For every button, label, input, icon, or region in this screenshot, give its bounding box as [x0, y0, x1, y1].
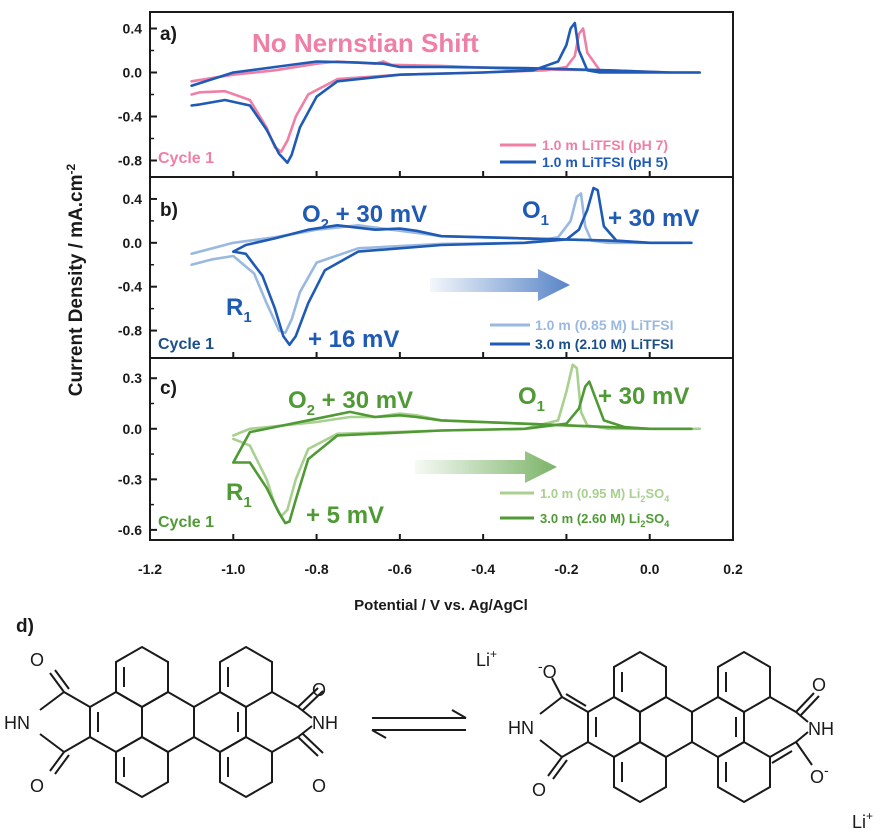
peak-r1-shift-c: + 5 mV	[306, 502, 384, 529]
panel-d: d)	[4, 616, 873, 832]
legend-label-ph5: 1.0 m LiTFSI (pH 5)	[542, 154, 668, 170]
y-tick-label-c: 0.0	[123, 421, 143, 437]
legend-label-highconc-c: 3.0 m (2.60 M) Li2SO4	[540, 511, 669, 529]
peak-r1-label-c: R1	[226, 479, 252, 511]
cv-curve-a-1-0-m-litfsi-ph-7	[190, 27, 702, 153]
y-tick-label-c: -0.3	[118, 471, 142, 487]
ptcdi-o-top-right: O	[312, 680, 326, 700]
reduced-hn: HN	[508, 718, 534, 738]
x-tick-label: -1.0	[221, 561, 245, 577]
peak-o1-shift-c: + 30 mV	[598, 383, 689, 410]
ptcdi-molecule	[39, 645, 324, 799]
y-tick-label-b: 0.4	[123, 191, 143, 207]
li-ion-bottom: Li+	[852, 809, 873, 832]
panel-d-letter: d)	[16, 616, 34, 637]
x-tick-label: -0.4	[471, 561, 495, 577]
y-tick-label-c: 0.3	[123, 370, 143, 386]
y-tick-label-b: 0.0	[123, 235, 143, 251]
chart-layer: 0.4 0.0 -0.4 -0.8 0.4 0.0 -0.4 -0.8 0.3 0.0 -0.3 -0…	[118, 21, 743, 578]
reduced-o-top-right: O	[812, 675, 826, 695]
peak-o1-shift-b: + 30 mV	[608, 205, 699, 232]
x-tick-label: -1.2	[138, 561, 162, 577]
x-tick-label: -0.6	[388, 561, 412, 577]
cv-curve-a-1-0-m-litfsi-ph-5	[190, 21, 702, 164]
peak-o2-label-b: O2 + 30 mV	[302, 201, 427, 233]
x-tick-label: 0.2	[723, 561, 743, 577]
cv-curve-b-3-0-m-2-10-m-litfsi	[232, 186, 693, 347]
x-tick-label: 0.0	[640, 561, 660, 577]
y-tick-label-c: -0.6	[118, 522, 142, 538]
reduced-o-bottom-left: O	[532, 780, 546, 800]
shift-arrow-c	[415, 451, 557, 483]
peak-o2-label-c: O2 + 30 mV	[288, 387, 413, 419]
panel-a-headline: No Nernstian Shift	[252, 28, 479, 58]
panel-c: c) O2 + 30 mV O1 + 30 mV R1 + 5 mV Cycle…	[158, 378, 689, 531]
panel-c-frame	[149, 357, 734, 541]
li-ion-top: Li+	[476, 647, 497, 670]
reduced-nh: NH	[808, 719, 834, 739]
equilibrium-arrows	[371, 709, 467, 739]
peak-o1-label-c: O1	[518, 383, 545, 415]
cv-curve-c-3-0-m-2-60-m-li2so4	[232, 380, 693, 525]
y-axis-label: Current Density / mA.cm-2	[64, 163, 87, 396]
legend-label-lowconc-b: 1.0 m (0.85 M) LiTFSI	[535, 317, 673, 333]
peak-r1-shift-b: + 16 mV	[308, 326, 399, 353]
x-tick-label: -0.2	[554, 561, 578, 577]
reduced-o-minus-bottom: O-	[810, 762, 829, 787]
panel-b-letter: b)	[160, 200, 178, 221]
y-tick-label-b: -0.8	[118, 323, 142, 339]
peak-r1-label-b: R1	[226, 294, 252, 326]
y-tick-label-a: -0.4	[118, 109, 142, 125]
reduced-o-minus-top: -O	[538, 658, 557, 682]
panel-c-letter: c)	[160, 378, 177, 399]
reduced-ptcdi-molecule	[539, 650, 820, 804]
ptcdi-o-bottom-right: O	[312, 776, 326, 796]
panel-a-letter: a)	[160, 24, 177, 45]
legend-label-lowconc-c: 1.0 m (0.95 M) Li2SO4	[540, 486, 669, 504]
ptcdi-hn: HN	[4, 713, 30, 733]
panel-b-cycle: Cycle 1	[158, 336, 214, 353]
y-tick-label-a: 0.4	[123, 21, 143, 37]
peak-o1-label-b: O1	[522, 197, 549, 229]
panel-a-cycle: Cycle 1	[158, 150, 214, 167]
ptcdi-o-top-left: O	[30, 650, 44, 670]
panel-b: b) O2 + 30 mV O1 + 30 mV R1 + 16 mV Cycl…	[158, 197, 699, 353]
panel-a: a) No Nernstian Shift Cycle 1 1.0 m LiTF…	[158, 24, 668, 170]
panel-c-cycle: Cycle 1	[158, 514, 214, 531]
y-tick-label-b: -0.4	[118, 279, 142, 295]
y-tick-label-a: 0.0	[123, 65, 143, 81]
legend-label-highconc-b: 3.0 m (2.10 M) LiTFSI	[535, 336, 673, 352]
legend-label-ph7: 1.0 m LiTFSI (pH 7)	[542, 137, 668, 153]
ptcdi-o-bottom-left: O	[30, 776, 44, 796]
ptcdi-nh: NH	[312, 713, 338, 733]
shift-arrow-b	[430, 269, 570, 301]
y-tick-label-a: -0.8	[118, 153, 142, 169]
x-axis-label: Potential / V vs. Ag/AgCl	[354, 597, 528, 614]
x-tick-label: -0.8	[305, 561, 329, 577]
